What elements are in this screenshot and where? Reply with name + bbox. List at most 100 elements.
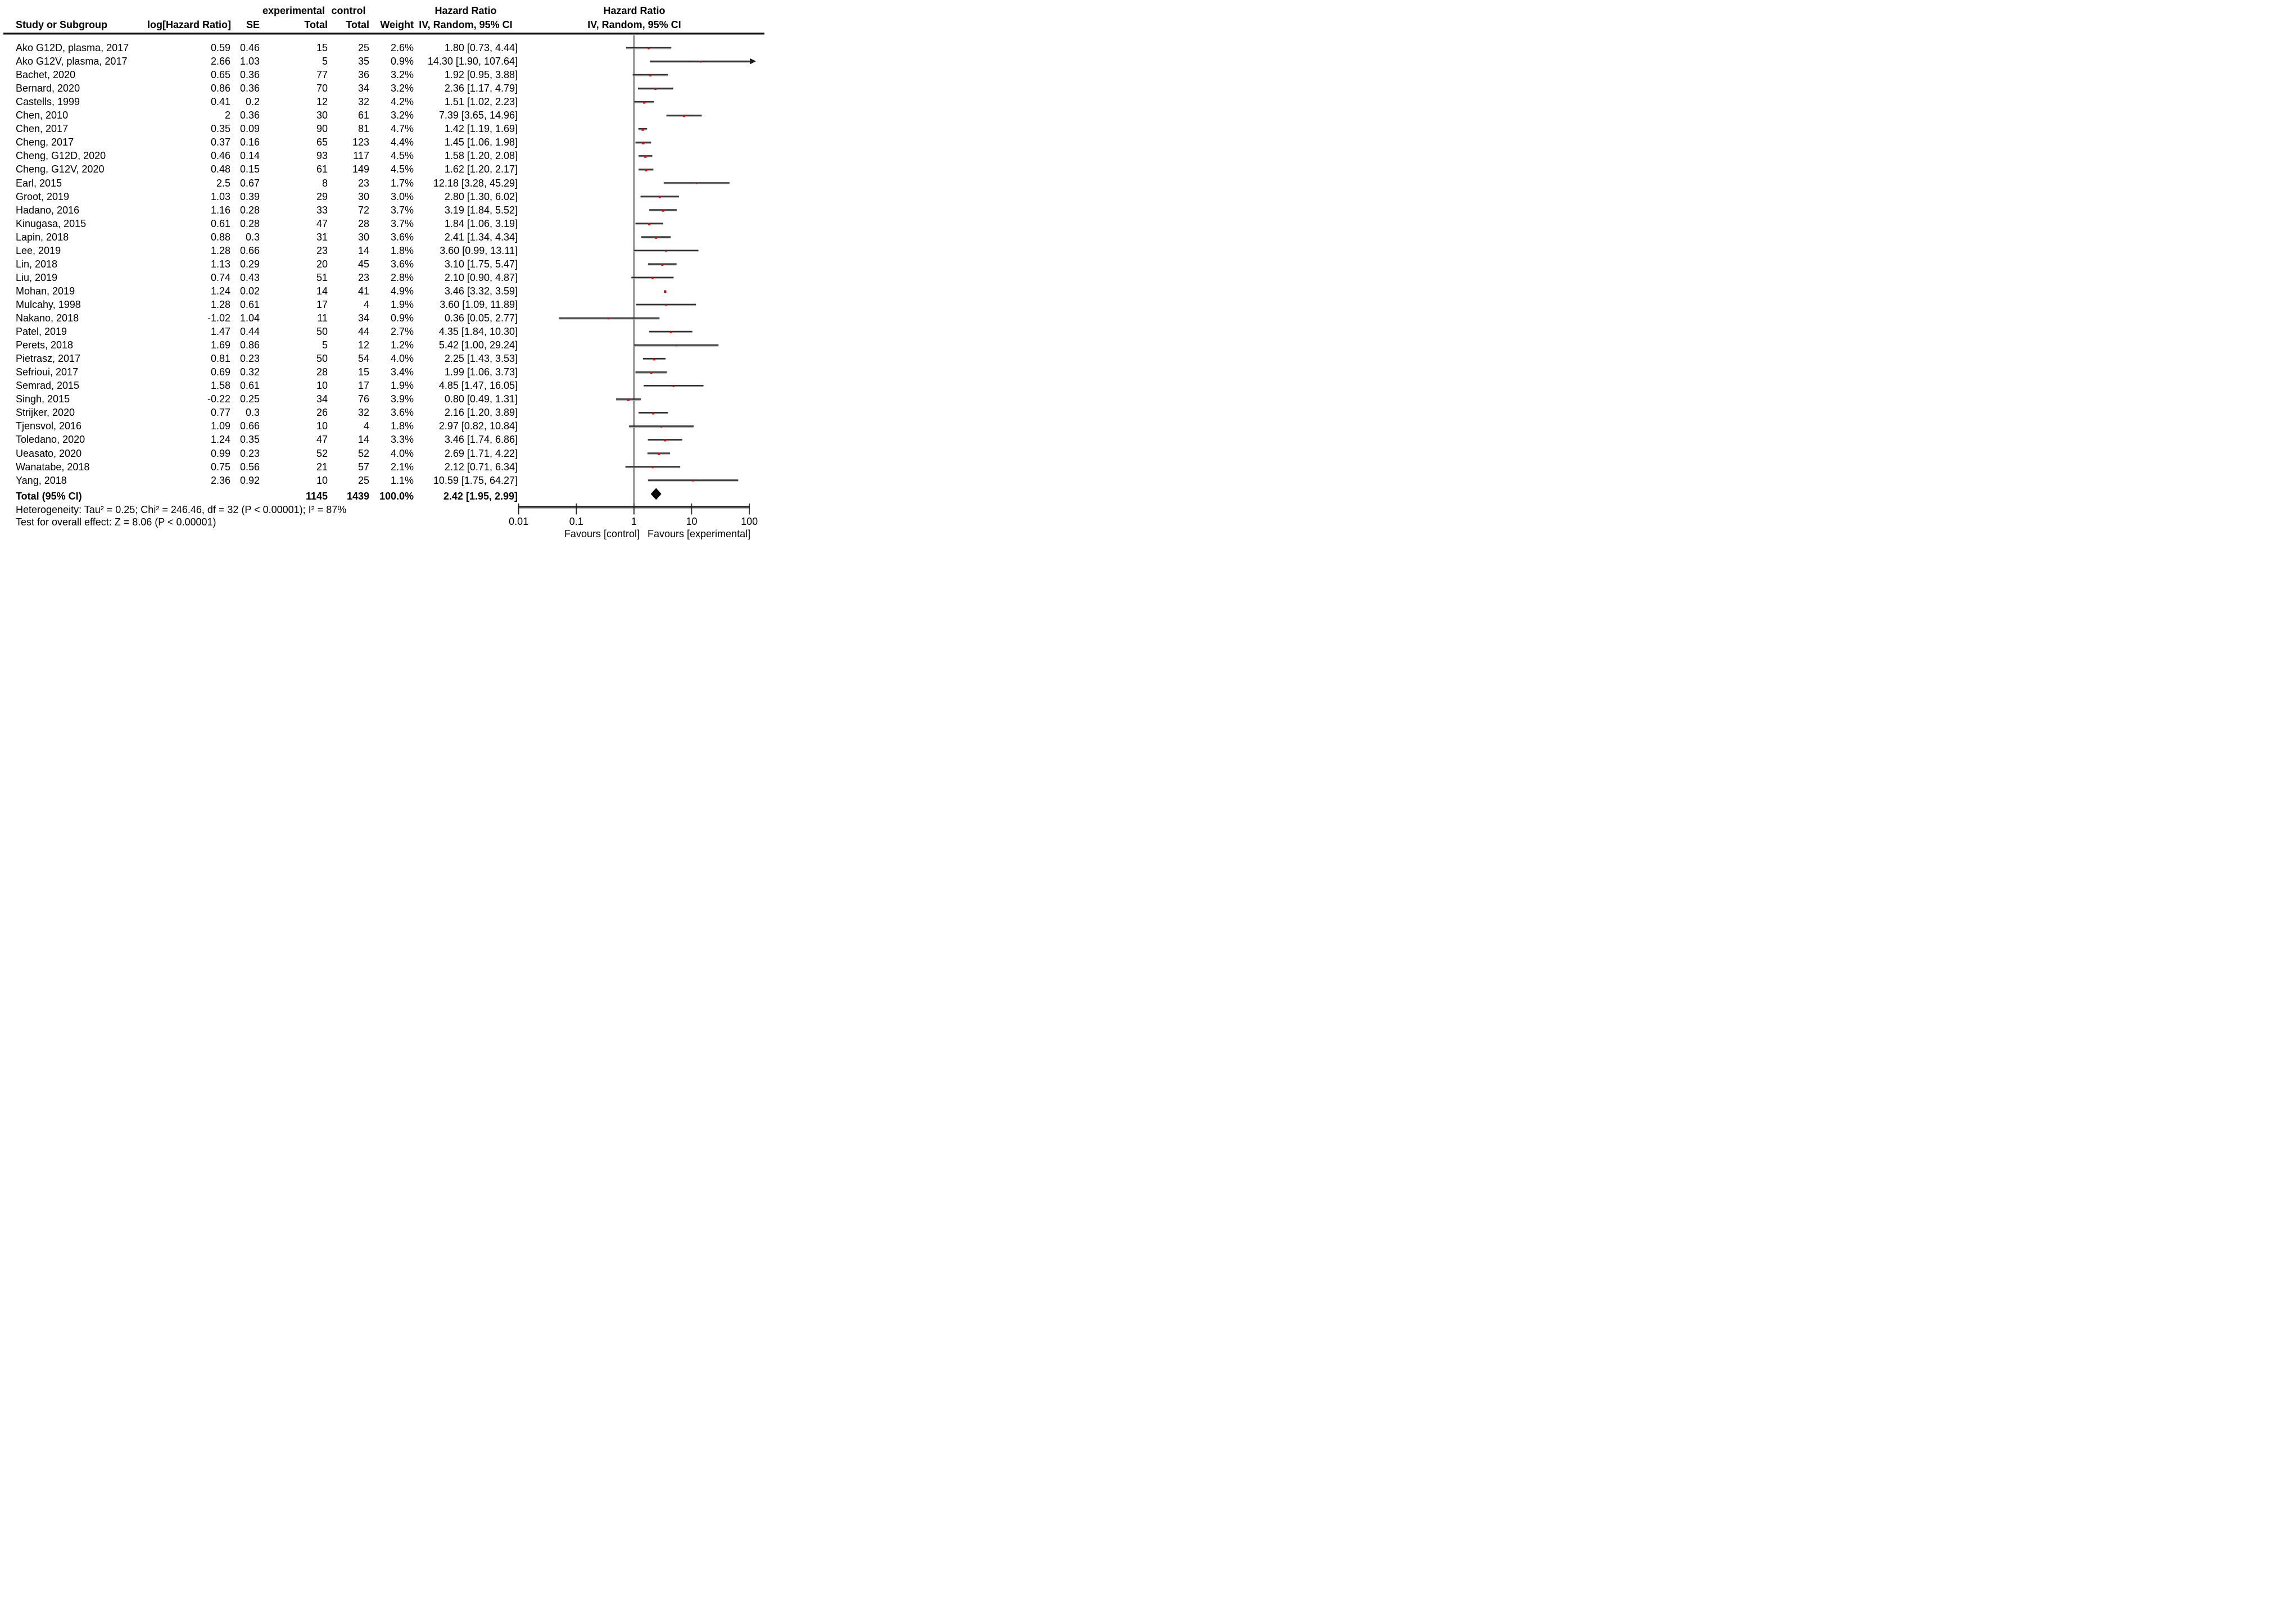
se-value: 0.36	[239, 83, 260, 94]
hr-ci-value: 1.92 [0.95, 3.88]	[444, 69, 518, 81]
experimental-total-value: 10	[316, 420, 328, 432]
study-name: Lin, 2018	[16, 258, 58, 270]
experimental-total-value: 5	[322, 56, 328, 67]
weight-value: 4.0%	[390, 353, 414, 365]
log-hr-value: 0.65	[210, 69, 230, 81]
study-name: Bachet, 2020	[16, 69, 76, 81]
log-hr-value: 1.13	[210, 258, 230, 270]
log-hr-value: 2.36	[210, 474, 230, 486]
se-value: 0.3	[245, 231, 260, 243]
log-hr-value: 1.58	[210, 380, 230, 392]
weight-value: 1.9%	[390, 298, 414, 310]
weight-value: 4.9%	[390, 285, 414, 297]
weight-value: 2.7%	[390, 326, 414, 338]
se-value: 0.32	[239, 366, 260, 378]
control-total-value: 15	[357, 366, 369, 378]
effect-square	[643, 101, 646, 104]
effect-square	[651, 277, 654, 279]
hr-ci-value: 2.12 [0.71, 6.34]	[444, 461, 518, 473]
se-value: 0.29	[239, 258, 260, 270]
se-value: 0.36	[239, 110, 260, 121]
experimental-total-value: 47	[316, 434, 328, 446]
log-hr-value: 0.35	[210, 123, 230, 135]
log-hr-value: 1.69	[210, 339, 230, 351]
axis-tick-label: 0.1	[569, 516, 583, 527]
log-hr-value: 2.66	[210, 56, 230, 67]
header-rule	[3, 33, 764, 34]
experimental-total-value: 34	[316, 393, 328, 405]
se-value: 0.67	[239, 177, 260, 189]
effect-square	[651, 466, 654, 469]
log-hr-value: 2	[224, 110, 230, 121]
effect-square	[608, 318, 609, 320]
weight-value: 3.2%	[390, 69, 414, 81]
study-row: Bachet, 2020 0.65 0.36 77 36 3.2% 1.92 [0.95, …	[0, 68, 518, 81]
hr-ci-value: 4.35 [1.84, 10.30]	[438, 326, 518, 338]
study-name: Earl, 2015	[16, 177, 62, 189]
study-name: Lee, 2019	[16, 244, 61, 256]
control-total-value: 35	[357, 56, 369, 67]
control-total-value: 32	[357, 96, 369, 108]
study-row: Lapin, 2018 0.88 0.3 31 30 3.6% 2.41 [1.34, 4.…	[0, 230, 518, 244]
log-hr-value: 0.48	[210, 164, 230, 175]
hr-ci-value: 1.80 [0.73, 4.44]	[444, 42, 518, 53]
experimental-total-value: 30	[316, 110, 328, 121]
study-row: Lee, 2019 1.28 0.66 23 14 1.8% 3.60 [0.99, 13.…	[0, 244, 518, 257]
hr-ci-value: 1.99 [1.06, 3.73]	[444, 366, 518, 378]
plot-header-method: IV, Random, 95% CI	[587, 19, 681, 30]
weight-value: 4.0%	[390, 447, 414, 459]
header-rule-shadow	[3, 34, 764, 35]
hr-ci-value: 2.69 [1.71, 4.22]	[444, 447, 518, 459]
effect-square	[649, 74, 651, 77]
study-row: Tjensvol, 2016 1.09 0.66 10 4 1.8% 2.97 [0.82,…	[0, 419, 518, 433]
study-row: Cheng, 2017 0.37 0.16 65 123 4.4% 1.45 [1.06, …	[0, 135, 518, 149]
se-value: 0.23	[239, 353, 260, 365]
effect-square	[644, 155, 647, 158]
weight-value: 3.6%	[390, 231, 414, 243]
weight-value: 4.5%	[390, 164, 414, 175]
study-row: Kinugasa, 2015 0.61 0.28 47 28 3.7% 1.84 [1.06…	[0, 217, 518, 230]
study-name: Ako G12D, plasma, 2017	[16, 42, 129, 53]
weight-value: 4.2%	[390, 96, 414, 108]
weight-value: 3.0%	[390, 190, 414, 202]
weight-value: 1.7%	[390, 177, 414, 189]
hr-ci-value: 3.46 [1.74, 6.86]	[444, 434, 518, 446]
study-name: Chen, 2010	[16, 110, 69, 121]
weight-value: 0.9%	[390, 56, 414, 67]
effect-square	[665, 250, 667, 252]
effect-square	[672, 385, 675, 387]
se-value: 0.02	[239, 285, 260, 297]
log-hr-value: 0.59	[210, 42, 230, 53]
study-name: Ueasato, 2020	[16, 447, 82, 459]
effect-square	[676, 345, 677, 347]
effect-square	[683, 115, 685, 117]
study-row: Semrad, 2015 1.58 0.61 10 17 1.9% 4.85 [1.47, …	[0, 379, 518, 392]
effect-square	[648, 223, 651, 225]
column-header-hazard-ratio-text: Hazard Ratio	[434, 5, 497, 16]
log-hr-value: 1.09	[210, 420, 230, 432]
hr-ci-value: 12.18 [3.28, 45.29]	[433, 177, 518, 189]
control-total-value: 36	[357, 69, 369, 81]
study-name: Cheng, G12D, 2020	[16, 150, 106, 162]
total-label: Total (95% CI)	[16, 491, 82, 502]
control-total-value: 17	[357, 380, 369, 392]
hr-ci-value: 7.39 [3.65, 14.96]	[438, 110, 518, 121]
weight-value: 0.9%	[390, 312, 414, 324]
study-row: Singh, 2015 -0.22 0.25 34 76 3.9% 0.80 [0.49, …	[0, 392, 518, 406]
study-row: Yang, 2018 2.36 0.92 10 25 1.1% 10.59 [1.75, 6…	[0, 474, 518, 487]
control-total-value: 34	[357, 312, 369, 324]
weight-value: 1.1%	[390, 474, 414, 486]
experimental-total-value: 28	[316, 366, 328, 378]
control-total-value: 61	[357, 110, 369, 121]
experimental-total-value: 5	[322, 339, 328, 351]
control-total-value: 25	[357, 42, 369, 53]
forest-plot-figure: experimental control Hazard Ratio Hazard…	[0, 0, 765, 541]
hr-ci-value: 3.10 [1.75, 5.47]	[444, 258, 518, 270]
log-hr-value: 1.24	[210, 434, 230, 446]
experimental-total-value: 61	[316, 164, 328, 175]
log-hr-value: 0.69	[210, 366, 230, 378]
study-row: Chen, 2010 2 0.36 30 61 3.2% 7.39 [3.65, 14.96…	[0, 108, 518, 122]
column-header-control: control	[331, 5, 366, 16]
total-ctrl: 1439	[346, 491, 369, 502]
weight-value: 3.7%	[390, 217, 414, 229]
